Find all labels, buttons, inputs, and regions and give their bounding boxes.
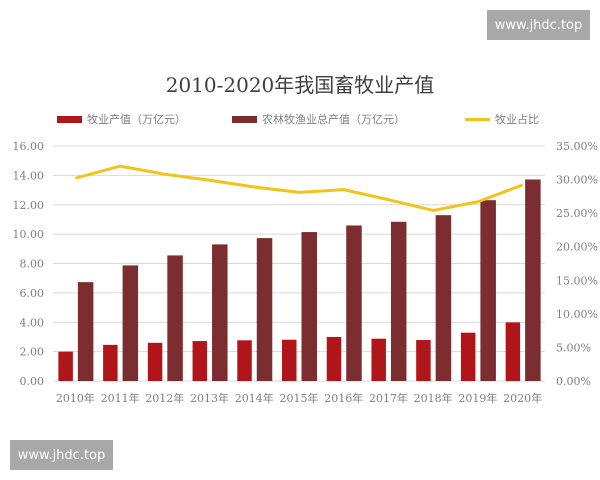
legend-swatch-total [232, 115, 257, 123]
y2-tick-label: 25.00% [556, 207, 598, 220]
bar-total [525, 179, 541, 381]
y-tick-label: 6.00 [20, 287, 45, 300]
bar-total [390, 221, 407, 381]
y-tick-label: 10.00 [13, 228, 45, 241]
x-axis: 2010年 2011年 2012年 2013年 2014年 2015年 2016年 2017年… [56, 391, 542, 405]
watermark-bottom-left: www.jhdc.top [10, 440, 113, 470]
x-tick-label: 2016年 [324, 391, 363, 405]
y-tick-label: 8.00 [20, 258, 45, 271]
bar-livestock [192, 341, 208, 381]
bar-total [480, 200, 496, 381]
bar-total [167, 255, 183, 381]
bar-livestock [103, 344, 118, 381]
x-tick-label: 2010年 [56, 391, 95, 405]
y2-tick-label: 0.00% [556, 375, 591, 388]
legend-item-share: 牧业占比 [465, 111, 539, 127]
y2-tick-label: 15.00% [556, 274, 598, 287]
legend-label-total: 农林牧渔业总产值（万亿元） [262, 113, 405, 126]
legend-item-total: 农林牧渔业总产值（万亿元） [232, 111, 405, 127]
y-tick-label: 2.00 [20, 346, 45, 359]
bar-livestock [58, 351, 73, 381]
x-tick-label: 2015年 [280, 391, 319, 405]
y2-tick-label: 30.00% [556, 174, 598, 187]
right-y-axis: 0.00% 5.00% 10.00% 15.00% 20.00% 25.00% 30.00%… [556, 140, 598, 388]
x-tick-label: 2020年 [503, 391, 542, 405]
legend-swatch-share [465, 117, 490, 121]
bar-total [346, 225, 362, 381]
bar-livestock [416, 340, 431, 381]
bar-livestock [460, 332, 476, 381]
bar-total [122, 265, 139, 381]
bar-livestock [237, 340, 252, 381]
y2-tick-label: 5.00% [556, 341, 591, 354]
bar-total [256, 238, 273, 381]
bar-series [58, 179, 541, 381]
legend-label-share: 牧业占比 [495, 113, 539, 126]
x-tick-label: 2017年 [369, 391, 408, 405]
legend-item-livestock: 牧业产值（万亿元） [57, 111, 186, 127]
left-y-axis: 0.00 2.00 4.00 6.00 8.00 10.00 12.00 14.00 16.00 [13, 140, 45, 388]
y-tick-label: 16.00 [13, 140, 45, 153]
chart-title: 2010-2020年我国畜牧业产值 [165, 73, 435, 97]
y-tick-label: 12.00 [13, 199, 45, 212]
legend-swatch-livestock [57, 115, 82, 123]
x-tick-label: 2013年 [190, 391, 229, 405]
bar-total [212, 244, 228, 381]
bar-total [77, 282, 94, 381]
y-tick-label: 0.00 [20, 375, 45, 388]
x-tick-label: 2019年 [458, 391, 497, 405]
bar-livestock [326, 336, 342, 381]
y-tick-label: 14.00 [13, 169, 45, 182]
x-tick-label: 2012年 [145, 391, 184, 405]
bar-total [301, 232, 317, 381]
chart-legend: 牧业产值（万亿元） 农林牧渔业总产值（万亿元） 牧业占比 [0, 111, 600, 129]
watermark-top-right: www.jhdc.top [487, 10, 590, 40]
bar-livestock [505, 322, 521, 381]
line-series [74, 164, 524, 212]
bar-livestock [371, 338, 386, 381]
x-tick-label: 2014年 [235, 391, 274, 405]
bar-livestock [282, 339, 297, 381]
y-tick-label: 4.00 [20, 316, 45, 329]
bar-total [435, 215, 452, 381]
x-tick-label: 2011年 [101, 391, 140, 405]
legend-label-livestock: 牧业产值（万亿元） [87, 113, 186, 126]
y2-tick-label: 20.00% [556, 241, 598, 254]
share-line [74, 164, 524, 212]
y2-tick-label: 10.00% [556, 308, 598, 321]
bar-livestock [147, 342, 163, 381]
y2-tick-label: 35.00% [556, 140, 598, 153]
x-tick-label: 2018年 [414, 391, 453, 405]
